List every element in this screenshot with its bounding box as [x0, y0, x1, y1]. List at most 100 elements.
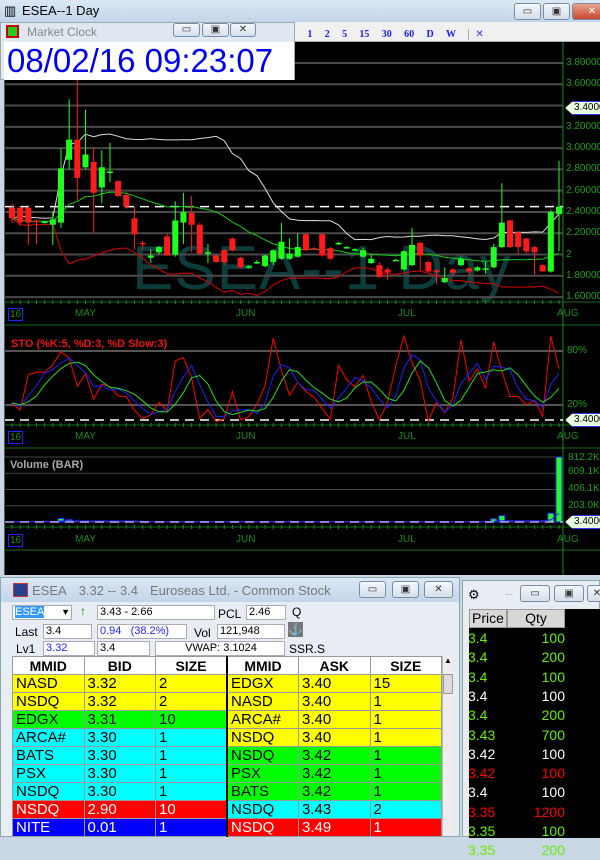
- ask-cell[interactable]: 1: [370, 765, 442, 783]
- bid-cell[interactable]: 10: [156, 801, 228, 819]
- bid-cell[interactable]: 3.32: [84, 693, 156, 711]
- ts-price: 3.4: [468, 706, 487, 725]
- ts-price: 3.4: [468, 648, 487, 667]
- date-label: JUL: [398, 308, 416, 319]
- candle-body: [25, 208, 31, 223]
- level2-maximize-button[interactable]: ▣: [392, 581, 419, 598]
- clock-minimize-button[interactable]: ▭: [173, 23, 200, 37]
- level2-close-button[interactable]: ✕: [424, 581, 453, 598]
- bid-cell[interactable]: NSDQ: [13, 801, 85, 819]
- bid-cell[interactable]: 1: [156, 765, 228, 783]
- bid-cell[interactable]: NITE: [13, 819, 85, 837]
- last-label: Last: [15, 625, 38, 639]
- price-tick-label: 2.80000: [566, 163, 600, 174]
- ask-cell[interactable]: BATS: [227, 783, 299, 801]
- ask-cell[interactable]: 2: [370, 801, 442, 819]
- candle-body: [499, 223, 505, 247]
- ask-cell[interactable]: 1: [370, 747, 442, 765]
- symbol-input[interactable]: ESEA▼: [12, 605, 72, 620]
- ask-cell[interactable]: 1: [370, 729, 442, 747]
- header-ask[interactable]: ASK: [299, 657, 371, 675]
- bid-cell[interactable]: NSDQ: [13, 783, 85, 801]
- ts-header-price[interactable]: Price: [469, 609, 507, 628]
- anchor-icon[interactable]: ⚓: [288, 622, 303, 637]
- ask-cell[interactable]: EDGX: [227, 675, 299, 693]
- candle-body: [66, 140, 72, 160]
- ask-cell[interactable]: 1: [370, 711, 442, 729]
- header-bid-size[interactable]: SIZE: [156, 657, 228, 675]
- candle-body: [189, 213, 195, 225]
- bid-cell[interactable]: 10: [156, 711, 228, 729]
- bid-cell[interactable]: NASD: [13, 675, 85, 693]
- ask-cell[interactable]: NSDQ: [227, 747, 299, 765]
- ts-qty: 1200: [534, 803, 565, 822]
- candle-body: [50, 219, 56, 224]
- ts-minimize-button[interactable]: ▭: [520, 585, 550, 602]
- date-label: 16: [8, 431, 23, 444]
- clock-close-button[interactable]: ✕: [230, 23, 256, 37]
- bid-cell[interactable]: EDGX: [13, 711, 85, 729]
- bid-cell[interactable]: 3.30: [84, 729, 156, 747]
- ask-cell[interactable]: 3.40: [299, 729, 371, 747]
- bid-cell[interactable]: 1: [156, 729, 228, 747]
- clock-maximize-button[interactable]: ▣: [202, 23, 229, 37]
- ask-cell[interactable]: PSX: [227, 765, 299, 783]
- header-ask-size[interactable]: SIZE: [370, 657, 442, 675]
- ts-qty: 700: [542, 726, 565, 745]
- bid-cell[interactable]: ARCA#: [13, 729, 85, 747]
- candle-body: [246, 266, 252, 268]
- candle-body: [376, 265, 382, 277]
- ask-cell[interactable]: 3.40: [299, 675, 371, 693]
- header-bid-mmid[interactable]: MMID: [13, 657, 85, 675]
- bid-cell[interactable]: 3.32: [84, 675, 156, 693]
- level2-minimize-button[interactable]: ▭: [359, 581, 386, 598]
- bid-cell[interactable]: 1: [156, 783, 228, 801]
- header-ask-mmid[interactable]: MMID: [227, 657, 299, 675]
- level2-scrollbar[interactable]: ▲: [442, 656, 453, 836]
- up-arrow-icon: ↑: [80, 604, 86, 618]
- ask-cell[interactable]: NASD: [227, 693, 299, 711]
- level2-icon: [13, 583, 28, 597]
- bid-cell[interactable]: 1: [156, 819, 228, 837]
- header-bid[interactable]: BID: [84, 657, 156, 675]
- bid-cell[interactable]: PSX: [13, 765, 85, 783]
- bid-cell[interactable]: 1: [156, 747, 228, 765]
- bid-cell[interactable]: BATS: [13, 747, 85, 765]
- ts-header-qty[interactable]: Qty: [507, 609, 565, 628]
- ask-cell[interactable]: 3.42: [299, 747, 371, 765]
- ask-cell[interactable]: 15: [370, 675, 442, 693]
- ask-cell[interactable]: 1: [370, 693, 442, 711]
- bid-cell[interactable]: 3.30: [84, 765, 156, 783]
- bid-cell[interactable]: 2: [156, 693, 228, 711]
- ask-cell[interactable]: 3.42: [299, 765, 371, 783]
- bid-cell[interactable]: 3.30: [84, 783, 156, 801]
- ask-cell[interactable]: 1: [370, 819, 442, 837]
- ask-cell[interactable]: 3.49: [299, 819, 371, 837]
- bid-cell[interactable]: 0.01: [84, 819, 156, 837]
- candle-body: [254, 262, 260, 264]
- ask-cell[interactable]: NSDQ: [227, 801, 299, 819]
- ask-cell[interactable]: 3.42: [299, 783, 371, 801]
- date-label: JUL: [398, 431, 416, 442]
- bid-cell[interactable]: NSDQ: [13, 693, 85, 711]
- ask-cell[interactable]: 3.43: [299, 801, 371, 819]
- ts-maximize-button[interactable]: ▣: [554, 585, 584, 602]
- ts-close-button[interactable]: ✕: [587, 585, 600, 602]
- bid-cell[interactable]: 3.31: [84, 711, 156, 729]
- volume-field: 121,948: [217, 624, 285, 639]
- pcl-field: 2.46: [246, 605, 286, 620]
- ask-cell[interactable]: ARCA#: [227, 711, 299, 729]
- ask-cell[interactable]: 3.40: [299, 693, 371, 711]
- candle-body: [156, 247, 162, 252]
- bid-cell[interactable]: 2.90: [84, 801, 156, 819]
- bid-cell[interactable]: 2: [156, 675, 228, 693]
- ask-cell[interactable]: 3.40: [299, 711, 371, 729]
- ask-cell[interactable]: 1: [370, 783, 442, 801]
- ask-cell[interactable]: NSDQ: [227, 729, 299, 747]
- bid-cell[interactable]: 3.30: [84, 747, 156, 765]
- chevron-down-icon[interactable]: ▼: [61, 606, 70, 619]
- ask-cell[interactable]: NSDQ: [227, 819, 299, 837]
- candle-body: [393, 260, 399, 262]
